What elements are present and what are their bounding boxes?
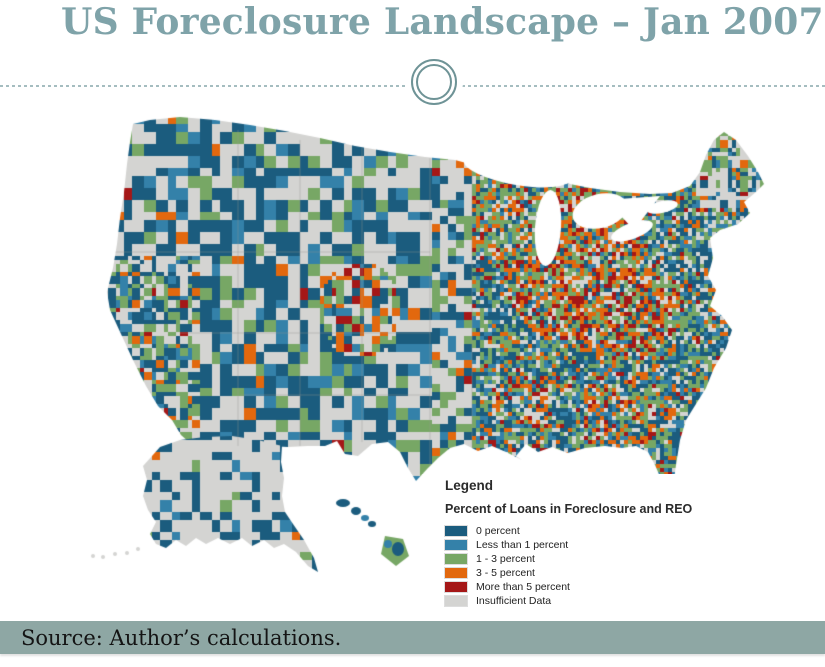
legend-swatch	[444, 581, 468, 593]
legend-item: Less than 1 percent	[444, 538, 692, 552]
legend-label: 3 - 5 percent	[476, 567, 535, 579]
legend-item: 3 - 5 percent	[444, 566, 692, 580]
legend-title: Legend	[445, 478, 494, 493]
source-band: Source: Author’s calculations.	[0, 621, 825, 654]
legend-swatch	[444, 595, 468, 607]
legend-label: 1 - 3 percent	[476, 553, 535, 565]
legend-swatch	[444, 553, 468, 565]
legend-subtitle: Percent of Loans in Foreclosure and REO	[445, 502, 693, 516]
legend-swatch	[444, 539, 468, 551]
legend-item: Insufficient Data	[444, 594, 692, 608]
map-legend: Legend Percent of Loans in Foreclosure a…	[439, 474, 703, 614]
legend-items: 0 percent Less than 1 percent 1 - 3 perc…	[444, 524, 692, 608]
legend-swatch	[444, 567, 468, 579]
legend-swatch	[444, 525, 468, 537]
legend-label: Less than 1 percent	[476, 539, 569, 551]
legend-item: 1 - 3 percent	[444, 552, 692, 566]
legend-label: Insufficient Data	[476, 595, 552, 607]
legend-label: 0 percent	[476, 525, 520, 537]
legend-item: 0 percent	[444, 524, 692, 538]
legend-label: More than 5 percent	[476, 581, 570, 593]
source-text: Source: Author’s calculations.	[21, 625, 342, 650]
legend-item: More than 5 percent	[444, 580, 692, 594]
